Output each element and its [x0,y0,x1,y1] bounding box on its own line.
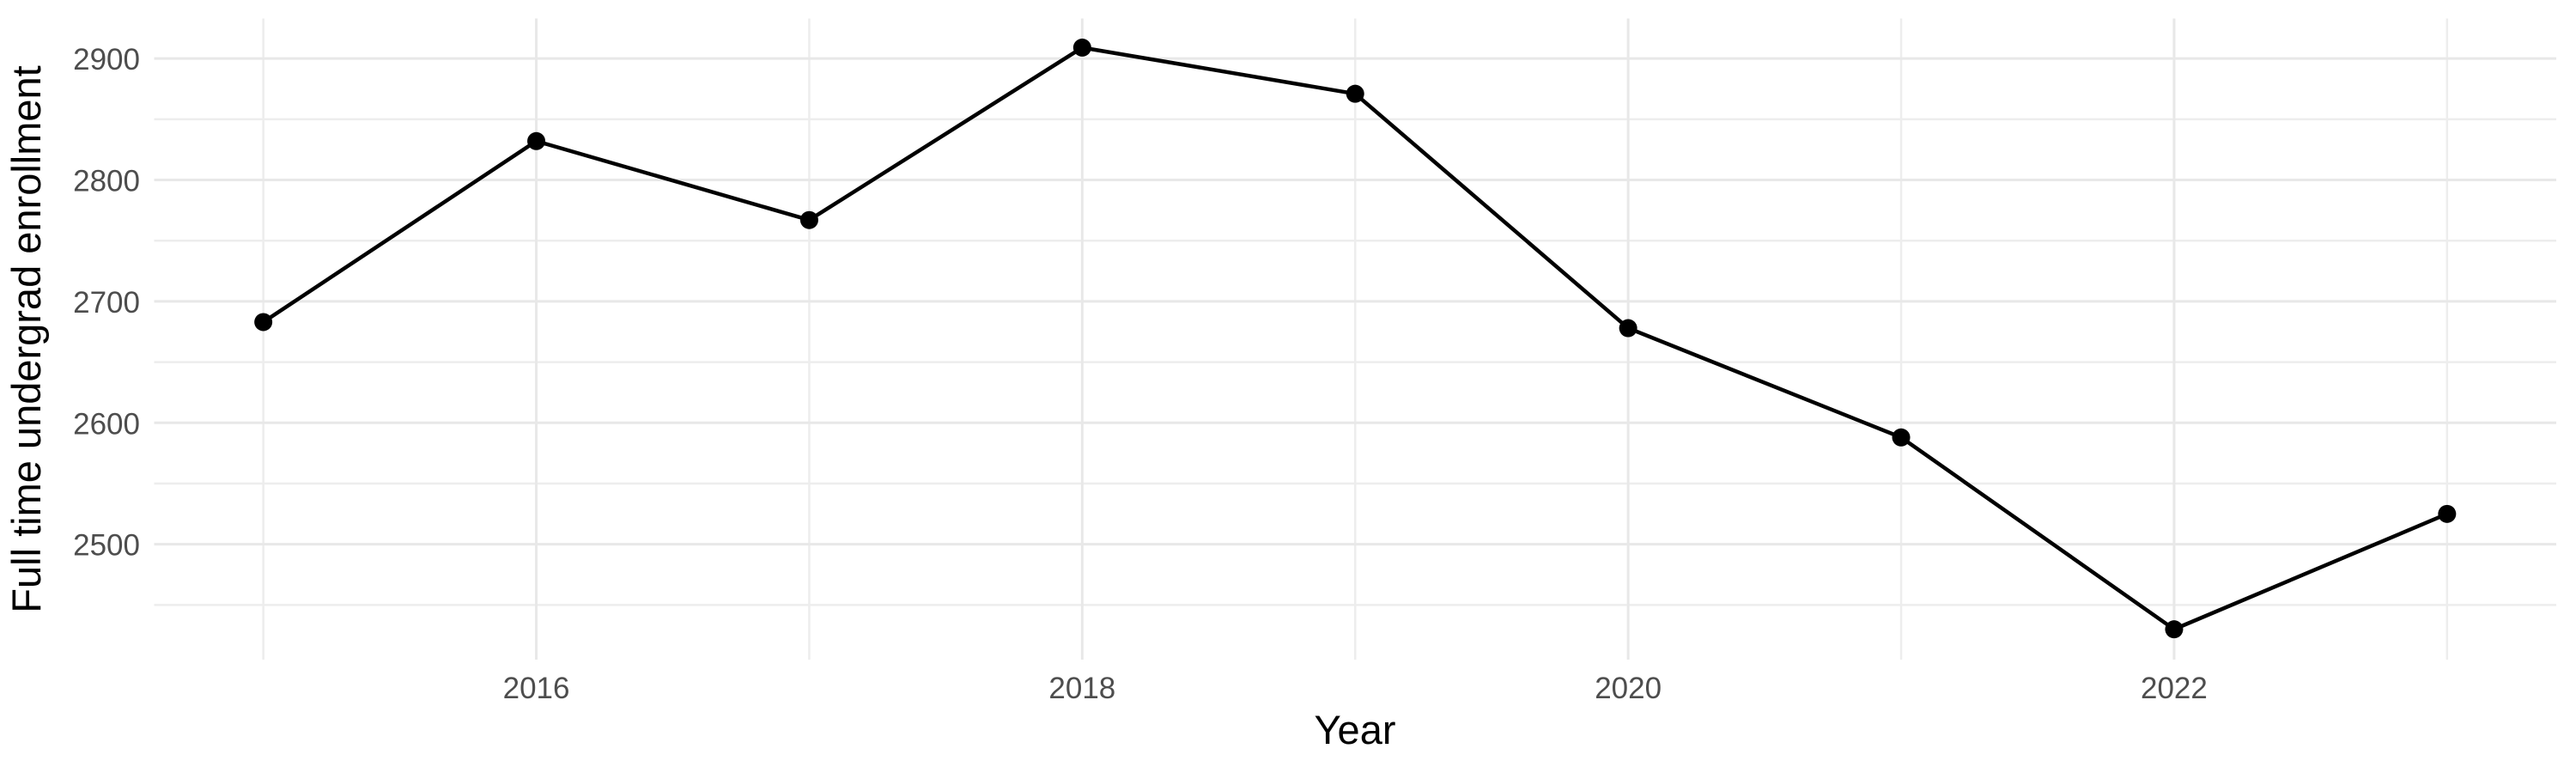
data-point-2017 [799,210,818,229]
x-axis-title: Year [1315,707,1396,752]
data-point-2018 [1072,38,1091,57]
y-tick-label-2700: 2700 [73,286,140,320]
x-tick-label-2020: 2020 [1595,672,1662,705]
y-tick-label-2600: 2600 [73,407,140,441]
y-tick-label-2500: 2500 [73,529,140,563]
data-point-2021 [1892,428,1911,447]
x-tick-label-2016: 2016 [503,672,570,705]
gridlines-minor [154,18,2556,660]
y-tick-label-2900: 2900 [73,43,140,76]
data-point-2020 [1619,319,1637,338]
x-tick-label-2018: 2018 [1048,672,1115,705]
axis-tick-labels: 2500 2600 2700 2800 2900 2016 2018 2020 2022 [73,43,2208,705]
y-axis-title: Full time undergrad enrollment [3,65,49,612]
gridlines-major [154,18,2556,660]
data-point-2016 [527,131,546,150]
data-point-2022 [2165,620,2184,639]
x-tick-label-2022: 2022 [2141,672,2208,705]
y-tick-label-2800: 2800 [73,165,140,198]
data-point-2019 [1346,84,1364,103]
data-point-2023 [2438,504,2457,523]
data-series [254,38,2457,639]
data-point-2015 [254,313,273,332]
